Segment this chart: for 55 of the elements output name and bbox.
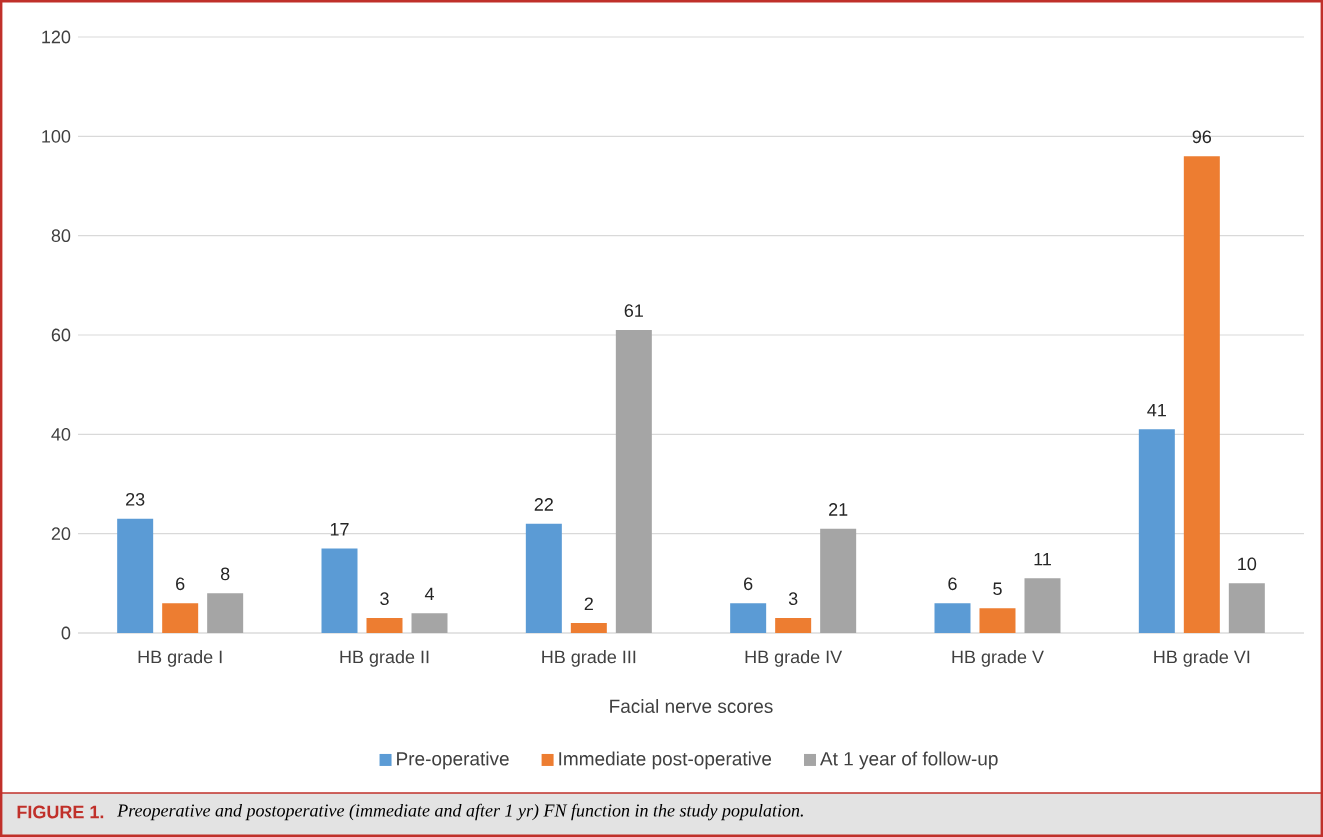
data-label: 8 (220, 567, 230, 581)
bar (321, 548, 358, 633)
data-label: 21 (829, 503, 848, 516)
bar (117, 518, 154, 633)
x-tick-label: HB grade I (138, 650, 222, 667)
bar (775, 618, 812, 633)
data-label: 3 (380, 592, 389, 606)
y-tick-label: 80 (51, 229, 71, 243)
bar (934, 603, 971, 633)
bar (207, 593, 244, 633)
data-label: 6 (176, 577, 185, 591)
legend-label: Immediate post-operative (559, 751, 772, 770)
bar (1228, 583, 1265, 633)
x-tick-label: HB grade III (542, 650, 636, 667)
data-label: 5 (993, 582, 1002, 596)
data-label: 41 (1147, 403, 1166, 417)
y-tick-label: 120 (42, 30, 71, 44)
data-label: 4 (424, 587, 434, 601)
text: Preoperative and postoperative (immediate and after 1 yr) FN function in the study population. (117, 803, 803, 821)
y-tick-label: 40 (51, 427, 71, 441)
data-label: 3 (788, 592, 798, 606)
bar (730, 603, 767, 633)
y-tick-label: 0 (61, 626, 71, 640)
data-label: 23 (126, 492, 145, 506)
data-label: 6 (948, 577, 957, 591)
y-tick-label: 100 (42, 129, 71, 143)
bar (820, 528, 857, 633)
data-label: 96 (1192, 130, 1212, 144)
bar (615, 330, 652, 633)
x-tick-label: HB grade IV (745, 650, 843, 667)
bar (570, 623, 607, 633)
legend-label: At 1 year of follow-up (820, 751, 998, 770)
bar (1183, 156, 1220, 633)
data-label: 2 (584, 597, 593, 610)
bar (411, 613, 448, 633)
x-tick-label: HB grade V (952, 650, 1044, 667)
y-tick-label: 20 (51, 527, 71, 541)
bar (1138, 429, 1175, 633)
bar (979, 608, 1016, 633)
data-label: 17 (330, 523, 349, 536)
data-label: 11 (1034, 552, 1051, 566)
bar (1024, 578, 1061, 633)
y-tick-label: 60 (51, 328, 71, 342)
x-tick-label: HB grade II (340, 650, 429, 667)
caption: FIGURE 1. (17, 805, 104, 819)
data-label: 10 (1238, 557, 1257, 571)
data-label: 61 (624, 304, 643, 317)
x-tick-label: HB grade VI (1154, 650, 1250, 667)
bar (366, 618, 403, 633)
x-axis-title: Facial nerve scores (610, 699, 773, 713)
bar (525, 523, 562, 633)
bar (162, 603, 199, 633)
legend-label: Pre-operative (397, 751, 509, 770)
data-label: 22 (534, 498, 553, 511)
data-label: 6 (744, 577, 753, 591)
